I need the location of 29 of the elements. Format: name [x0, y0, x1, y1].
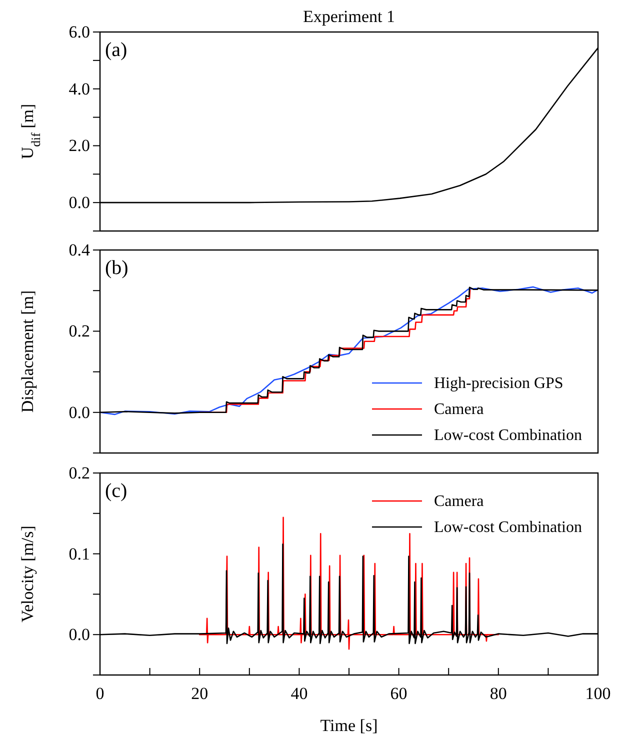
legend-label: Camera	[434, 401, 484, 418]
x-tick-label: 0	[96, 684, 104, 704]
y-tick-label: 0.2	[68, 463, 90, 482]
x-tick-label: 80	[490, 684, 507, 704]
x-axis-title: Time [s]	[320, 716, 378, 735]
y-tick-label: 4.0	[68, 79, 90, 98]
legend-label: Low-cost Combination	[434, 427, 582, 444]
annotation: (c)	[105, 480, 128, 502]
y-axis-title: Displacement [m]	[18, 290, 37, 413]
x-tick-label: 20	[191, 684, 208, 704]
x-tick-label: 40	[290, 684, 308, 704]
chart-title: Experiment 1	[302, 7, 396, 26]
legend-label: Low-cost Combination	[434, 519, 582, 536]
y-tick-label: 6.0	[68, 22, 90, 42]
x-tick-label: 60	[390, 684, 408, 704]
legend-label: Camera	[434, 493, 484, 510]
annotation: (b)	[105, 257, 128, 279]
y-tick-label: 0.4	[68, 240, 90, 260]
y-tick-label: 0.0	[68, 402, 90, 422]
y-tick-label: 0.0	[68, 625, 90, 644]
y-tick-label: 0.1	[68, 544, 90, 564]
y-tick-label: 0.2	[68, 322, 90, 341]
legend-label: High-precision GPS	[434, 375, 564, 392]
y-tick-label: 0.0	[68, 193, 90, 212]
y-tick-label: 2.0	[68, 136, 90, 156]
annotation: (a)	[105, 39, 128, 61]
line-series	[198, 516, 500, 650]
y-axis-title: Velocity [m/s]	[18, 526, 37, 622]
x-tick-label: 100	[585, 684, 611, 704]
